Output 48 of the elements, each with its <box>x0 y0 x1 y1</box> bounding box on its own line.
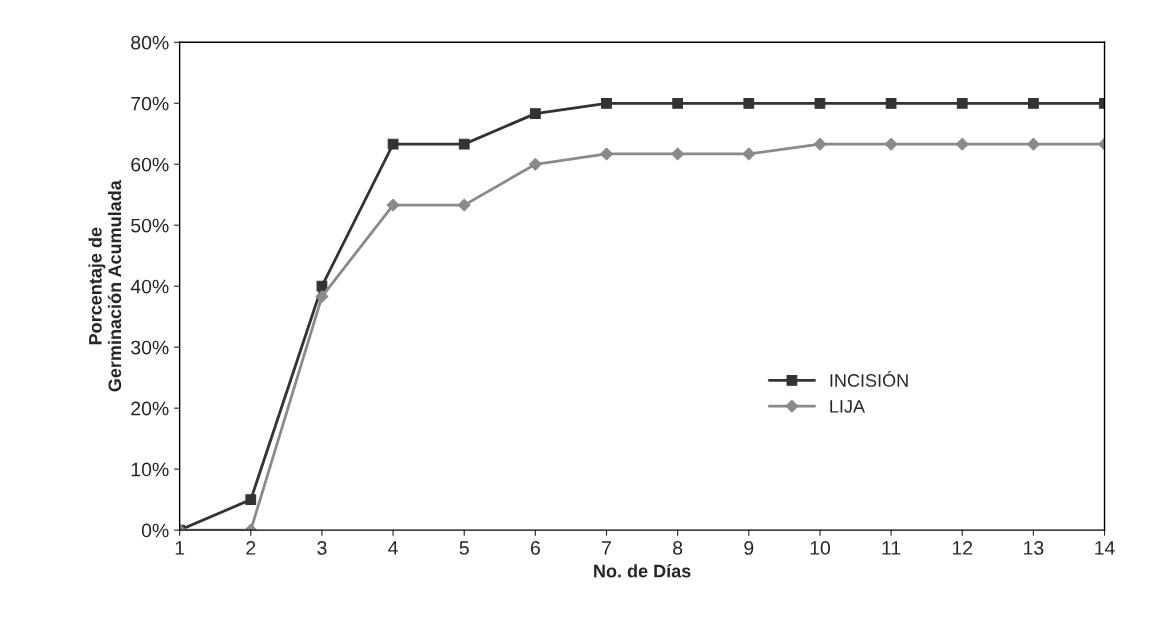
x-tick-label: 3 <box>317 541 327 555</box>
point <box>956 97 968 109</box>
point <box>884 137 898 151</box>
x-tick-label: 4 <box>388 541 398 555</box>
x-tick-label: 10 <box>810 541 830 555</box>
y-tick-label: 0% <box>141 523 169 538</box>
point <box>955 137 969 151</box>
x-tick-label: 9 <box>744 541 754 555</box>
x-tick-label: 11 <box>882 541 901 555</box>
y-tick-label: 70% <box>131 96 169 111</box>
legend-label: INCISIÓN <box>830 371 908 387</box>
y-tick-label: 60% <box>131 157 169 172</box>
point <box>529 108 541 120</box>
x-tick-label: 2 <box>246 541 256 555</box>
point <box>600 147 613 161</box>
legend-label: LIJA <box>830 400 865 413</box>
point <box>1026 137 1040 151</box>
y-tick-label: 30% <box>131 340 169 355</box>
x-tick-label: 7 <box>602 541 611 555</box>
y-tick-label: 80% <box>131 35 169 50</box>
point <box>386 198 400 212</box>
x-tick-label: 12 <box>952 541 973 555</box>
x-tick-label: 6 <box>530 541 540 555</box>
point <box>457 198 471 212</box>
point <box>1028 97 1039 109</box>
point <box>672 97 684 109</box>
point <box>885 97 897 109</box>
x-tick-label: 13 <box>1024 541 1044 555</box>
y-tick-label: 40% <box>130 279 169 294</box>
x-tick-label: 14 <box>1095 541 1115 555</box>
y-axis-title: Porcentaje de Germinación Acumulada <box>88 180 122 392</box>
point <box>743 97 755 109</box>
point <box>813 137 827 151</box>
point <box>814 97 826 109</box>
x-tick-label: 1 <box>175 541 185 555</box>
x-axis-title: No. de Días <box>594 564 691 578</box>
point <box>528 157 542 171</box>
x-tick-label: 5 <box>459 541 469 555</box>
point <box>742 147 756 161</box>
point <box>387 138 399 150</box>
point <box>315 290 329 303</box>
point <box>458 138 470 150</box>
y-tick-label: 10% <box>131 462 169 477</box>
point <box>671 147 685 161</box>
x-tick-label: 8 <box>673 541 683 555</box>
point <box>601 97 612 109</box>
y-tick-label: 50% <box>131 218 169 233</box>
y-tick-label: 20% <box>131 401 169 416</box>
